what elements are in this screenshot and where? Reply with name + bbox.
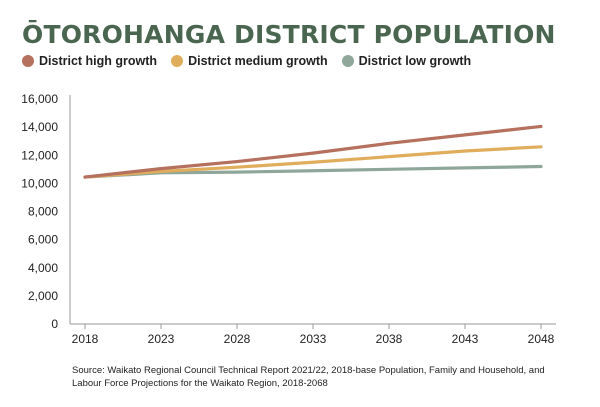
y-tick-label: 2,000: [28, 289, 58, 303]
x-tick-label: 2033: [300, 332, 327, 346]
x-tick-label: 2028: [224, 332, 251, 346]
series-line-district-high-growth: [83, 124, 543, 179]
x-tick-label: 2043: [452, 332, 479, 346]
legend-label-low: District low growth: [358, 54, 472, 68]
series-line-district-medium-growth: [83, 145, 543, 179]
x-tick-label: 2048: [528, 332, 555, 346]
y-tick-label: 4,000: [28, 261, 58, 275]
legend-item-low: District low growth: [341, 54, 472, 68]
legend-swatch-low: [341, 55, 354, 67]
legend-label-high: District high growth: [39, 54, 158, 68]
legend-swatch-high: [22, 55, 34, 67]
y-tick-label: 6,000: [28, 233, 58, 247]
legend-swatch-medium: [171, 55, 184, 67]
x-tick-label: 2018: [72, 332, 99, 346]
legend-item-medium: District medium growth: [171, 54, 328, 68]
legend-item-high: District high growth: [22, 54, 157, 68]
x-tick-label: 2038: [376, 332, 403, 346]
y-tick-label: 14,000: [21, 120, 58, 134]
y-tick-label: 8,000: [28, 205, 58, 219]
chart-title: ŌTOROHANGA DISTRICT POPULATION: [22, 20, 556, 49]
y-tick-label: 16,000: [21, 92, 58, 106]
legend-label-medium: District medium growth: [188, 54, 328, 68]
source-note: Source: Waikato Regional Council Technic…: [72, 365, 545, 389]
y-tick-label: 0: [51, 317, 58, 331]
x-tick-label: 2023: [148, 332, 175, 346]
y-tick-label: 10,000: [21, 176, 58, 190]
y-tick-label: 12,000: [21, 148, 58, 162]
legend: District high growth District medium gro…: [22, 54, 471, 68]
